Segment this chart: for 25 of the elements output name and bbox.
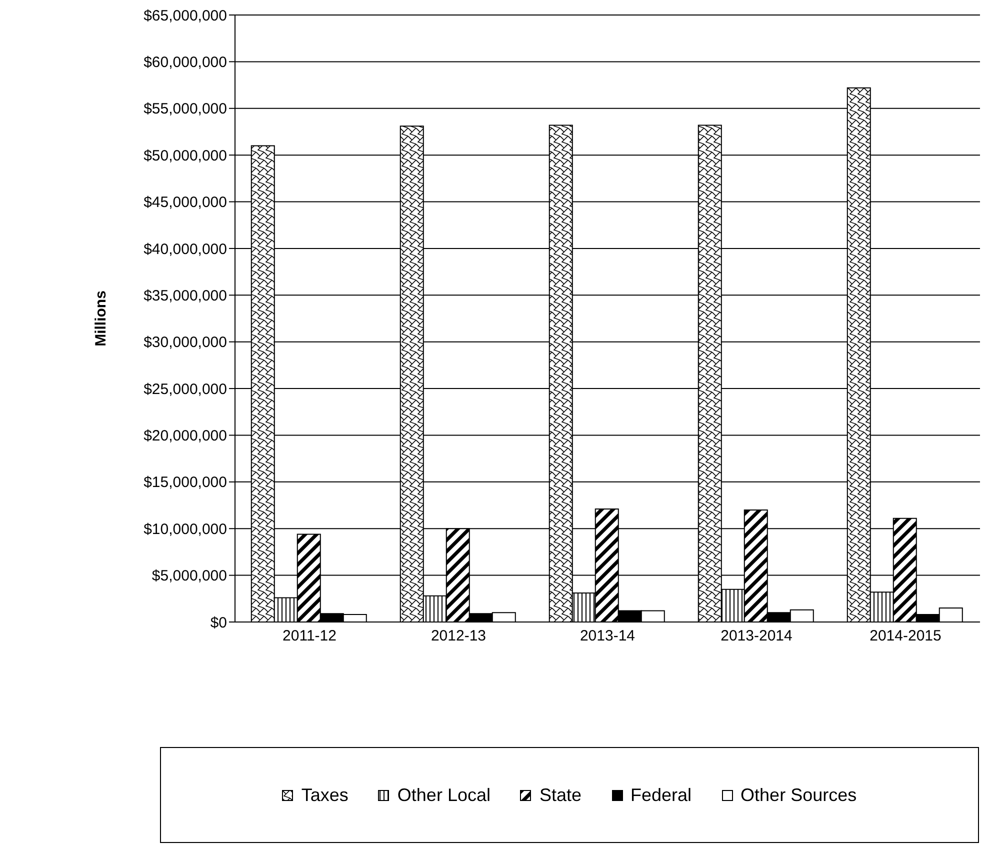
legend-label: Taxes bbox=[301, 784, 348, 806]
y-tick-label: $60,000,000 bbox=[144, 54, 227, 72]
x-tick-label: 2011-12 bbox=[282, 628, 336, 645]
y-tick-label: $35,000,000 bbox=[144, 287, 227, 304]
y-tick-label: $50,000,000 bbox=[144, 147, 227, 164]
y-tick-label: $45,000,000 bbox=[144, 194, 227, 212]
y-tick-label: $25,000,000 bbox=[144, 380, 227, 398]
y-tick-label: $55,000,000 bbox=[144, 100, 227, 118]
x-tick-label: 2012-13 bbox=[430, 628, 486, 645]
legend-label: Federal bbox=[630, 784, 692, 806]
y-tick-label: $20,000,000 bbox=[144, 428, 227, 445]
y-tick-label: $15,000,000 bbox=[144, 474, 227, 492]
y-tick-label: $5,000,000 bbox=[152, 568, 227, 585]
x-tick-label: 2014-2015 bbox=[870, 628, 942, 645]
y-tick-label: $10,000,000 bbox=[144, 520, 227, 538]
x-tick-label: 2013-14 bbox=[580, 628, 636, 645]
legend-label: Other Local bbox=[397, 784, 490, 806]
y-tick-label: $65,000,000 bbox=[144, 7, 227, 24]
y-tick-label: $30,000,000 bbox=[144, 334, 227, 352]
legend-label: Other Sources bbox=[740, 784, 857, 806]
legend-label: State bbox=[539, 784, 582, 806]
y-tick-label: $40,000,000 bbox=[144, 240, 227, 258]
y-tick-label: $0 bbox=[210, 614, 227, 632]
y-axis-title: Millions bbox=[92, 290, 110, 346]
x-tick-label: 2013-2014 bbox=[720, 628, 792, 645]
